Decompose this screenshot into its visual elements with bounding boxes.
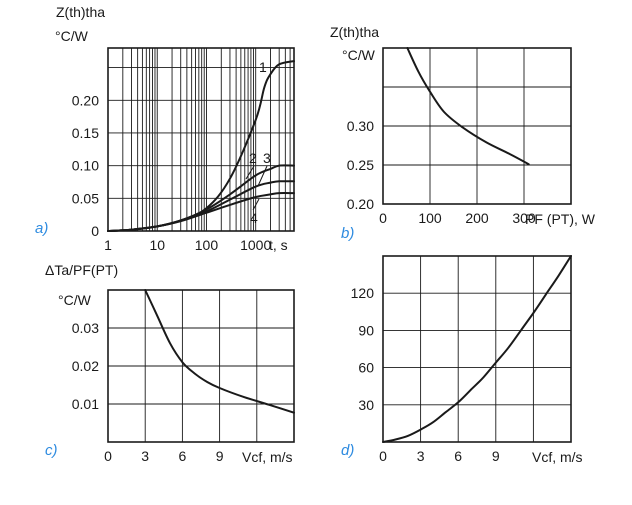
- x-tick-label: 300: [512, 210, 536, 226]
- panel-c-label: c): [45, 442, 58, 459]
- panel-b-grid: [383, 48, 571, 204]
- leader-4: [252, 198, 260, 211]
- panel-a-ylabel-line1: Z(th)tha: [56, 4, 105, 20]
- panel-d-xlabel: Vcf, m/s: [532, 449, 583, 465]
- panel-d-x-tick-labels: 0 3 6 9: [379, 448, 500, 464]
- panel-a-curves: [107, 60, 295, 232]
- y-tick-label: 0.25: [347, 157, 374, 173]
- panel-d-frame: [382, 255, 572, 443]
- x-tick-label: 0: [379, 210, 387, 226]
- series-line-1: [144, 289, 295, 414]
- curve-label-1: 1: [259, 59, 267, 75]
- series-line-3: [107, 180, 295, 232]
- panel-a-xlabel: t, s: [269, 237, 288, 253]
- x-tick-label: 10: [149, 237, 165, 253]
- x-tick-label: 3: [141, 448, 149, 464]
- panel-c-x-tick-labels: 0 3 6 9: [104, 448, 224, 464]
- panel-a-x-tick-labels: 1 10 100 1000: [104, 237, 271, 253]
- panel-b-frame: [382, 47, 572, 205]
- y-tick-label: 0.15: [72, 125, 99, 141]
- x-tick-label: 100: [418, 210, 442, 226]
- y-tick-label: 0.30: [347, 118, 374, 134]
- y-tick-label: 60: [358, 360, 374, 376]
- y-tick-label: 0.20: [347, 196, 374, 212]
- y-tick-label: 0.10: [72, 158, 99, 174]
- x-tick-label: 9: [492, 448, 500, 464]
- panel-b-label: b): [341, 225, 354, 242]
- series-line-1: [406, 47, 530, 166]
- panel-a: 1 10 100 1000 0 0.05 0.10 0.15 0.20 Z(th)tha °C…: [35, 4, 295, 253]
- leader-2: [245, 165, 255, 180]
- y-tick-label: 0.20: [72, 92, 99, 108]
- panel-c-curves: [144, 289, 295, 414]
- panel-d: 0 3 6 9 30 60 90 120 Vcf, m/s d): [341, 255, 583, 465]
- panel-b-x-tick-labels: 0 100 200 300: [379, 210, 536, 226]
- y-tick-label: 0: [91, 223, 99, 239]
- panel-c: 0 3 6 9 0.01 0.02 0.03 ΔTa/PF(PT) °C/W Vcf, m…: [45, 262, 295, 465]
- panel-d-y-tick-labels: 30 60 90 120: [351, 285, 375, 413]
- curve-label-2: 2: [249, 150, 257, 166]
- panel-a-ylabel-line2: °C/W: [55, 28, 89, 44]
- panel-a-frame: [107, 47, 295, 232]
- panel-c-y-tick-labels: 0.01 0.02 0.03: [72, 320, 99, 412]
- panel-b-xlabel: PF (PT), W: [525, 211, 596, 227]
- panel-d-label: d): [341, 442, 354, 459]
- panel-c-grid: [108, 290, 294, 442]
- panel-a-grid: [108, 48, 294, 231]
- x-tick-label: 3: [417, 448, 425, 464]
- x-tick-label: 0: [104, 448, 112, 464]
- panel-b: 0 100 200 300 0.20 0.25 0.30 Z(th)tha °C/W PF…: [330, 24, 596, 242]
- curve-label-4: 4: [250, 210, 258, 226]
- y-tick-label: 30: [358, 397, 374, 413]
- x-tick-label: 1: [104, 237, 112, 253]
- series-line-4: [107, 192, 295, 232]
- series-line-1: [107, 60, 295, 232]
- panel-b-y-tick-labels: 0.20 0.25 0.30: [347, 118, 374, 212]
- panel-b-ylabel-line2: °C/W: [342, 47, 376, 63]
- panel-c-ylabel-line1: ΔTa/PF(PT): [45, 262, 118, 278]
- y-tick-label: 0.02: [72, 358, 99, 374]
- panel-c-ylabel-line2: °C/W: [58, 292, 92, 308]
- series-line-1: [382, 255, 572, 443]
- curve-label-3: 3: [263, 150, 271, 166]
- x-tick-label: 6: [179, 448, 187, 464]
- panel-c-frame: [107, 289, 295, 443]
- y-tick-label: 0.03: [72, 320, 99, 336]
- y-tick-label: 120: [351, 285, 375, 301]
- x-tick-label: 6: [454, 448, 462, 464]
- y-tick-label: 90: [358, 322, 374, 338]
- panel-b-ylabel-line1: Z(th)tha: [330, 24, 379, 40]
- x-tick-label: 0: [379, 448, 387, 464]
- x-tick-label: 200: [465, 210, 489, 226]
- panel-a-label: a): [35, 220, 48, 237]
- x-tick-label: 9: [216, 448, 224, 464]
- y-tick-label: 0.01: [72, 396, 99, 412]
- y-tick-label: 0.05: [72, 190, 99, 206]
- panel-c-xlabel: Vcf, m/s: [242, 449, 293, 465]
- panel-a-y-tick-labels: 0 0.05 0.10 0.15 0.20: [72, 92, 99, 239]
- x-tick-label: 1000: [240, 237, 271, 253]
- x-tick-label: 100: [195, 237, 219, 253]
- leader-3: [257, 165, 268, 187]
- panel-b-curves: [406, 47, 530, 166]
- panel-d-curves: [382, 255, 572, 443]
- panel-d-grid: [383, 256, 571, 442]
